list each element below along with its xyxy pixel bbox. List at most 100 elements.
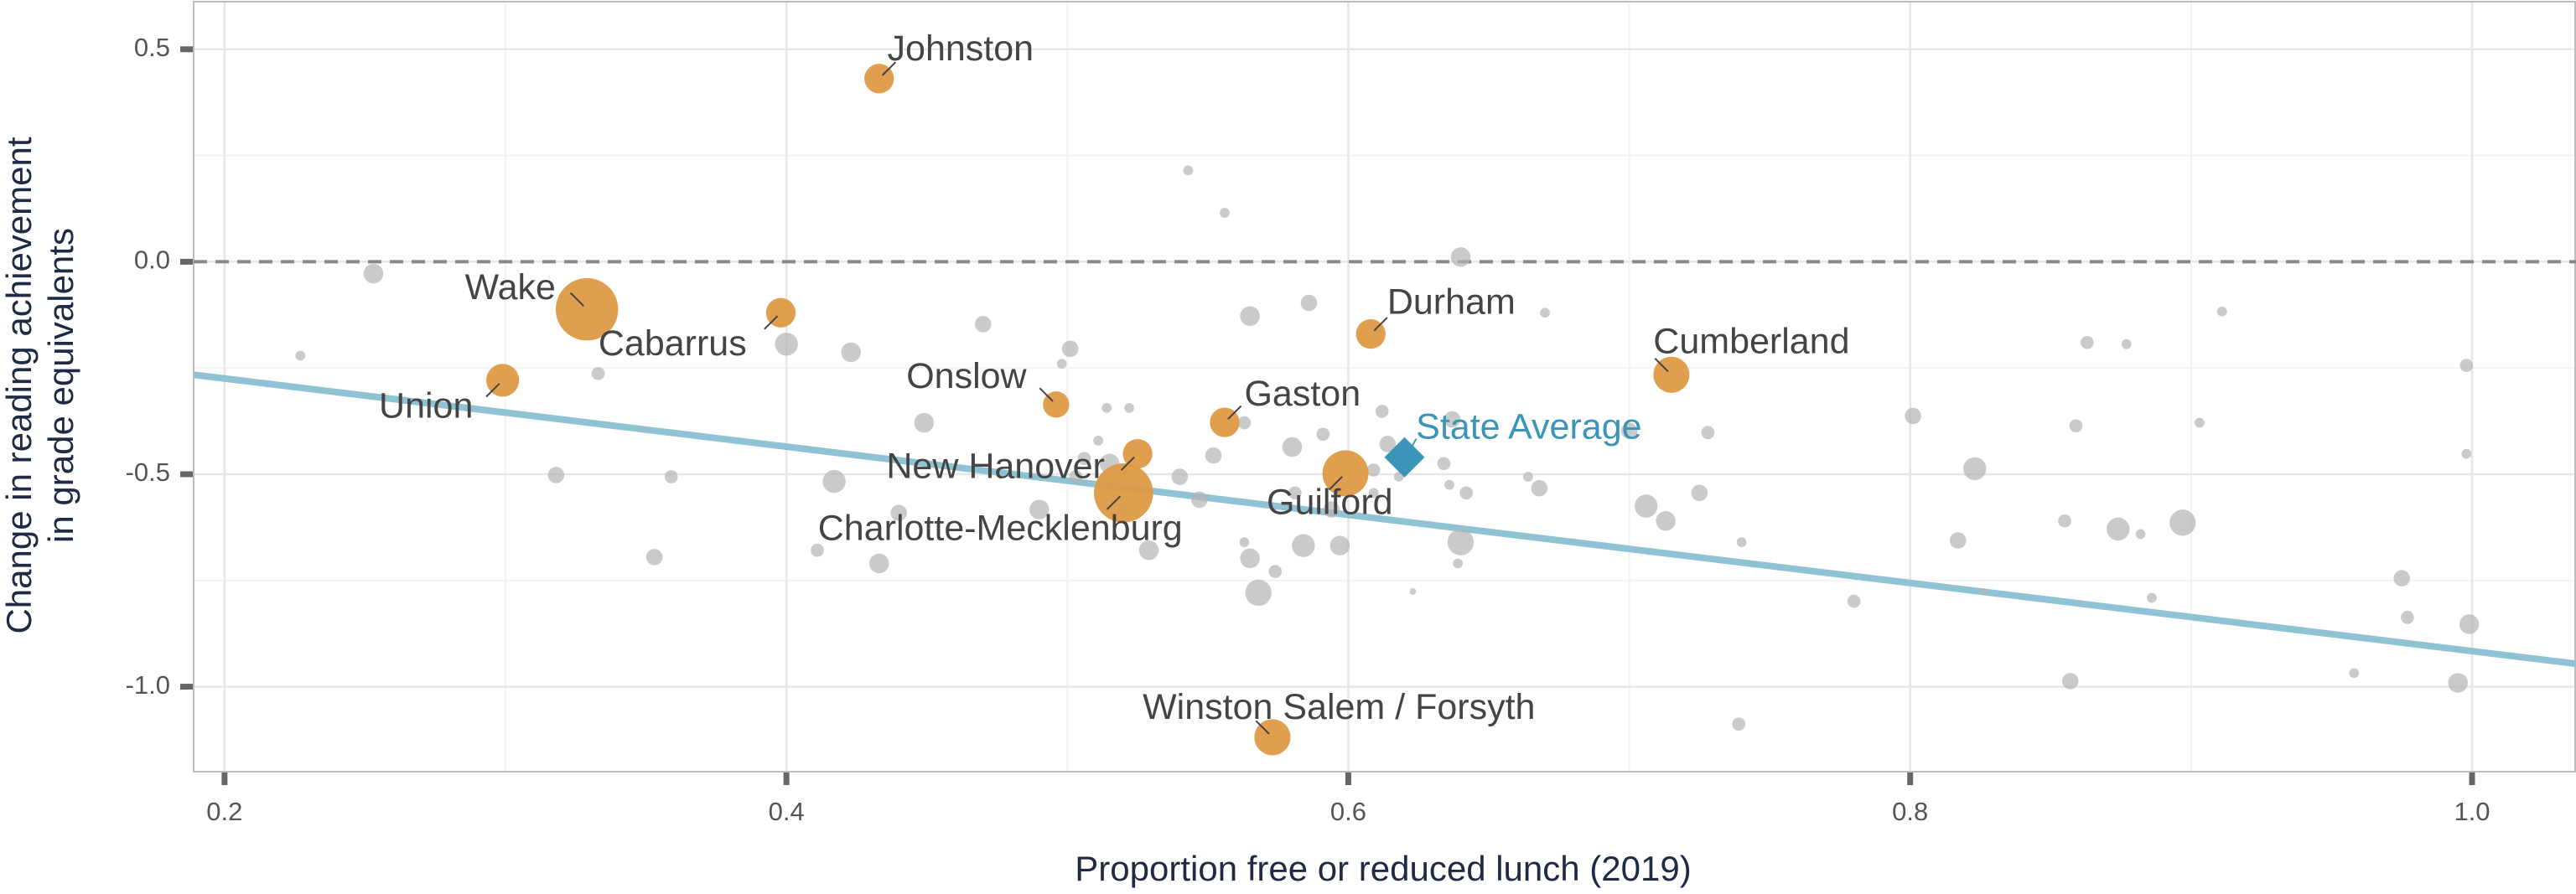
state-average-label: State Average bbox=[1416, 407, 1641, 447]
point-label: Johnston bbox=[888, 28, 1034, 69]
bubble bbox=[841, 342, 861, 363]
bubble bbox=[1069, 470, 1083, 483]
bubble bbox=[1620, 422, 1638, 440]
leader-line bbox=[485, 383, 500, 398]
leader-line bbox=[1328, 476, 1343, 491]
bubble bbox=[2393, 570, 2411, 587]
bubble bbox=[1949, 532, 1967, 549]
bubble bbox=[1282, 437, 1303, 457]
bubble bbox=[1375, 405, 1389, 418]
bubble bbox=[1171, 468, 1189, 485]
x-axis-title: Proportion free or reduced lunch (2019) bbox=[1075, 849, 1691, 888]
bubble bbox=[1245, 579, 1272, 607]
bubble bbox=[914, 412, 935, 433]
point-label: Durham bbox=[1387, 282, 1516, 323]
point-label: Guilford bbox=[1267, 483, 1393, 523]
bubble bbox=[2461, 448, 2472, 459]
bubble bbox=[645, 549, 663, 566]
bubble bbox=[1523, 472, 1533, 482]
bubble bbox=[1288, 486, 1302, 500]
point-label: Cabarrus bbox=[599, 323, 747, 364]
x-tick-label: 0.6 bbox=[1330, 797, 1366, 826]
bubble bbox=[1979, 588, 1987, 595]
leader-line bbox=[569, 292, 584, 307]
bubble bbox=[1240, 306, 1260, 327]
x-tick-label: 1.0 bbox=[2454, 797, 2490, 826]
trend-line bbox=[193, 371, 2576, 668]
bubble bbox=[1220, 208, 1230, 218]
leader-line bbox=[1039, 387, 1054, 402]
bubble bbox=[1531, 479, 1548, 497]
point-label: Wake bbox=[465, 267, 556, 307]
bubble bbox=[2195, 417, 2205, 428]
bubble bbox=[2448, 673, 2469, 693]
bubble bbox=[1237, 416, 1252, 430]
bubble bbox=[1701, 426, 1715, 440]
bubble bbox=[1240, 548, 1260, 569]
point-label: Cumberland bbox=[1653, 321, 1849, 361]
y-axis-title: Change in reading achievement bbox=[0, 137, 39, 633]
bubble bbox=[2459, 359, 2474, 372]
bubble bbox=[2401, 611, 2414, 624]
bubble bbox=[1453, 558, 1464, 569]
leader-line bbox=[1227, 405, 1242, 420]
x-tick-label: 0.4 bbox=[769, 797, 805, 826]
bubble bbox=[1393, 472, 1404, 482]
bubble bbox=[2216, 306, 2227, 317]
bubble bbox=[1409, 588, 1417, 595]
bubble bbox=[2106, 517, 2130, 541]
bubble bbox=[1292, 534, 1315, 557]
x-tick-label: 0.2 bbox=[206, 797, 242, 826]
leader-line bbox=[881, 61, 897, 76]
bubble bbox=[1101, 402, 1112, 413]
bubble bbox=[890, 504, 908, 521]
bubble bbox=[1450, 247, 1471, 267]
bubble bbox=[1329, 535, 1350, 556]
bubble bbox=[1963, 457, 1987, 481]
bubble bbox=[1268, 565, 1283, 578]
bubble bbox=[295, 350, 306, 361]
bubble bbox=[1124, 402, 1134, 413]
bubble bbox=[591, 366, 605, 380]
bubble bbox=[2135, 529, 2146, 540]
point-label: Onslow bbox=[906, 356, 1027, 396]
bubble bbox=[547, 467, 565, 483]
bubble bbox=[1736, 537, 1747, 548]
bubble bbox=[1732, 717, 1746, 731]
bubble bbox=[1656, 511, 1676, 531]
bubble bbox=[1447, 529, 1475, 556]
bubble bbox=[811, 543, 824, 557]
bubble bbox=[868, 553, 889, 574]
plot-panel bbox=[194, 2, 2576, 772]
bubble bbox=[1691, 484, 1708, 502]
bubble bbox=[2459, 614, 2480, 634]
bubble bbox=[775, 333, 798, 356]
bubble bbox=[2058, 514, 2071, 528]
leader-line bbox=[1120, 456, 1135, 471]
bubble bbox=[1077, 452, 1091, 466]
y-tick-label: -1.0 bbox=[126, 670, 170, 700]
bubble bbox=[2169, 509, 2196, 536]
bubble bbox=[1366, 463, 1381, 477]
point-label: Winston Salem / Forsyth bbox=[1143, 687, 1535, 727]
bubble bbox=[1443, 411, 1461, 428]
bubble bbox=[2081, 335, 2094, 349]
point-label: Charlotte-Mecklenburg bbox=[818, 509, 1183, 549]
bubble bbox=[1191, 491, 1208, 509]
bubble bbox=[1437, 457, 1451, 471]
y-axis-title: in grade equivalents bbox=[41, 228, 80, 543]
x-tick-label: 0.8 bbox=[1892, 797, 1928, 826]
bubble bbox=[974, 316, 992, 333]
bubble bbox=[1239, 537, 1250, 548]
leader-line bbox=[764, 315, 779, 330]
bubble bbox=[1444, 479, 1454, 490]
y-tick-label: 0.0 bbox=[134, 245, 170, 275]
bubble bbox=[1093, 436, 1104, 446]
y-tick-label: -0.5 bbox=[126, 457, 170, 487]
bubble bbox=[1061, 340, 1079, 358]
point-label: Gaston bbox=[1244, 374, 1361, 414]
leader-line bbox=[1654, 357, 1669, 373]
bubble bbox=[822, 469, 846, 494]
bubble bbox=[363, 263, 384, 284]
